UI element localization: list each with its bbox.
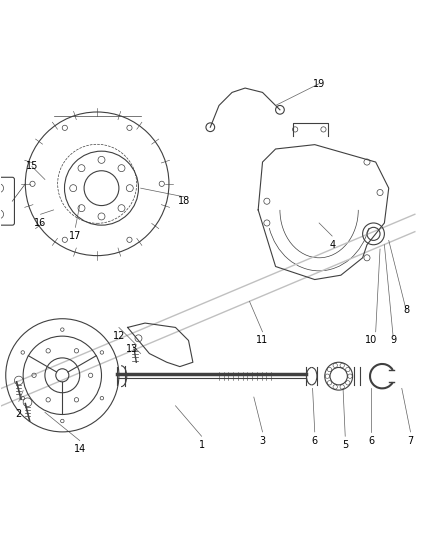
Text: 16: 16 bbox=[35, 218, 47, 228]
Text: 4: 4 bbox=[329, 240, 335, 250]
Text: 3: 3 bbox=[259, 435, 265, 446]
Text: 7: 7 bbox=[407, 435, 413, 446]
Text: 6: 6 bbox=[368, 435, 374, 446]
Text: 17: 17 bbox=[69, 231, 81, 241]
Text: 5: 5 bbox=[342, 440, 348, 450]
Text: 15: 15 bbox=[26, 161, 38, 172]
Text: 6: 6 bbox=[312, 435, 318, 446]
Text: 13: 13 bbox=[126, 344, 138, 354]
Text: 18: 18 bbox=[178, 196, 190, 206]
Text: 2: 2 bbox=[16, 409, 22, 419]
Text: 8: 8 bbox=[403, 305, 409, 315]
Text: 10: 10 bbox=[365, 335, 378, 345]
Text: 11: 11 bbox=[256, 335, 268, 345]
Text: 12: 12 bbox=[113, 331, 125, 341]
FancyBboxPatch shape bbox=[0, 177, 14, 225]
Text: 1: 1 bbox=[198, 440, 205, 450]
Text: 14: 14 bbox=[74, 445, 86, 454]
Text: 19: 19 bbox=[313, 79, 325, 88]
Text: 9: 9 bbox=[390, 335, 396, 345]
